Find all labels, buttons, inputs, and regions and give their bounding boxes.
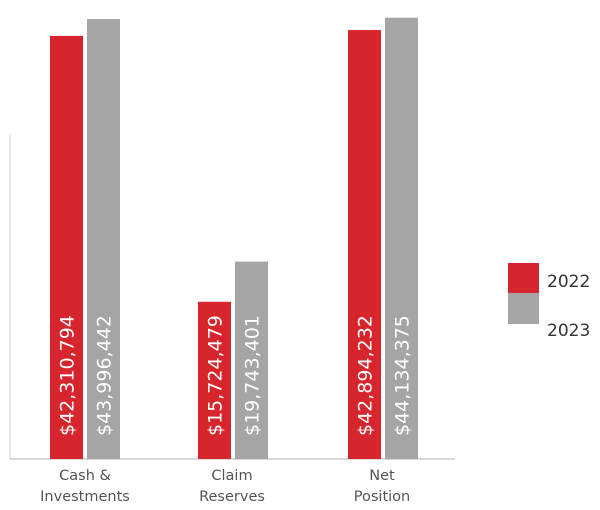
data-label-2022-cat-2: $42,894,232	[355, 315, 377, 436]
legend-label-2022: 2022	[547, 272, 590, 292]
bar-label-group: $42,310,794 $15,724,479 $42,894,232 $43,996…	[57, 315, 414, 436]
category-label-1: Claim Reserves	[199, 468, 265, 505]
legend-label-2023: 2023	[547, 321, 590, 341]
bar-2023-cat-2	[385, 17, 418, 459]
data-label-2022-cat-1: $15,724,479	[205, 315, 227, 436]
bar-2022-cat-0	[50, 35, 83, 459]
data-label-2023-cat-0: $43,996,442	[94, 315, 116, 436]
bar-2023-cat-0	[87, 19, 120, 459]
bar-2022-cat-2	[348, 30, 381, 460]
legend-swatch-2022	[508, 263, 539, 294]
bar-2022-cat-1	[198, 301, 231, 459]
legend-swatch-2023	[508, 293, 539, 324]
category-label-2: Net Position	[354, 468, 410, 505]
bar-2023-cat-1	[235, 261, 268, 459]
data-label-2023-cat-2: $44,134,375	[392, 315, 414, 436]
category-label-0: Cash & Investments	[40, 468, 130, 505]
data-label-2023-cat-1: $19,743,401	[242, 315, 264, 436]
data-label-2022-cat-0: $42,310,794	[57, 315, 79, 436]
bar-group	[50, 17, 418, 460]
legend: 2022 2023	[508, 263, 590, 341]
category-label-group: Cash & Investments Claim Reserves Net Positio…	[40, 468, 410, 505]
